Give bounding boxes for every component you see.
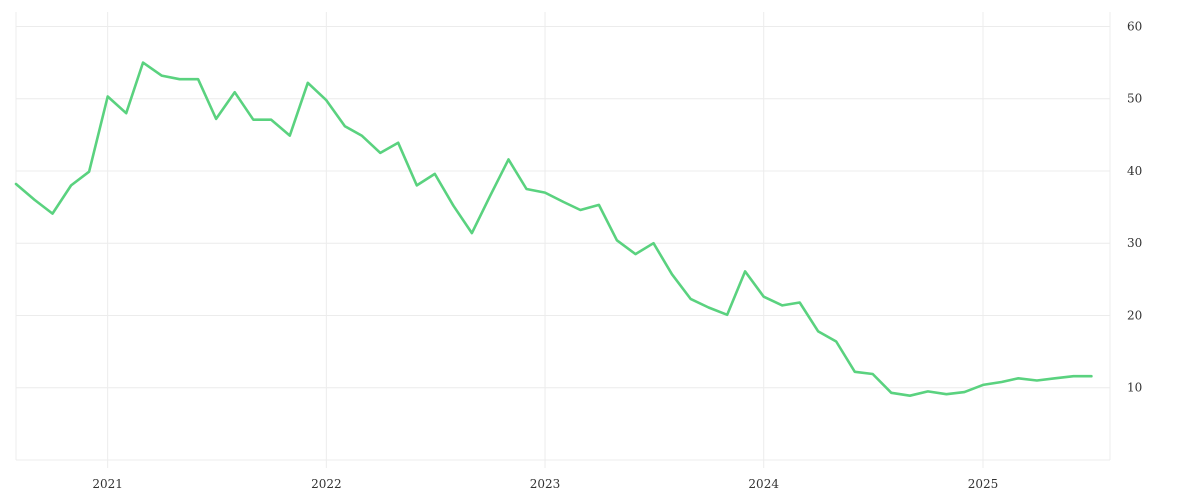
x-tick-label: 2023 <box>530 477 561 491</box>
y-tick-label: 50 <box>1127 92 1142 106</box>
y-axis-labels: 10 20 30 40 50 60 <box>1127 19 1142 394</box>
series-layer <box>14 61 1093 397</box>
x-tick-label: 2025 <box>968 477 999 491</box>
y-tick-label: 20 <box>1127 308 1142 322</box>
y-tick-label: 10 <box>1127 381 1142 395</box>
y-tick-label: 60 <box>1127 19 1142 33</box>
series-line <box>14 61 1093 397</box>
grid-lines <box>15 12 1111 468</box>
y-tick-label: 40 <box>1127 164 1142 178</box>
y-tick-label: 30 <box>1127 236 1142 250</box>
x-tick-label: 2024 <box>748 477 779 491</box>
x-tick-label: 2021 <box>92 477 123 491</box>
x-axis-labels: 2021 2022 2023 2024 2025 <box>92 477 998 491</box>
x-tick-label: 2022 <box>311 477 342 491</box>
